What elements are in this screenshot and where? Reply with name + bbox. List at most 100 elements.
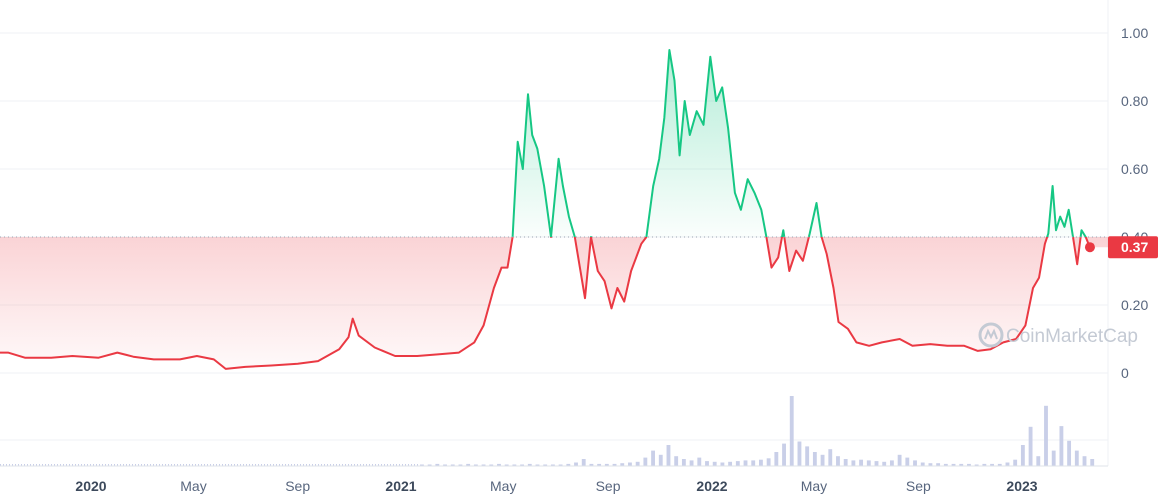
y-tick-label: 0.80 [1121,93,1148,109]
volume-bar [414,464,415,466]
volume-bar [231,464,232,466]
x-tick-label: Sep [906,478,931,494]
volume-bar [63,464,64,466]
volume-bar [604,463,609,466]
volume-bar [189,464,190,466]
volume-bar [348,464,349,466]
volume-bar [712,461,717,466]
volume-bar [282,464,283,466]
volume-bar [27,464,28,466]
volume-bar [3,464,4,466]
volume-bar [33,464,34,466]
volume-bar [204,464,205,466]
volume-bar [1067,440,1072,466]
price-line-up-segment [511,49,1087,237]
volume-bar [294,464,295,466]
volume-bar [666,445,671,466]
volume-bar [225,464,226,466]
current-price-tag [1108,236,1158,259]
volume-bar [249,464,250,466]
volume-bar [620,463,625,466]
volume-bar [78,464,79,466]
volume-bar [797,441,802,466]
volume-bar [291,464,292,466]
volume-bar [1028,426,1033,466]
volume-bar [520,464,525,466]
area-fill [0,50,1108,369]
volume-bar [99,464,100,466]
volume-bar [213,464,214,466]
volume-bar [36,464,37,466]
volume-bar [458,464,463,466]
x-axis: 2020 May Sep 2021 May Sep 2022 May Sep 2023 [75,478,1037,494]
volume-bar [558,464,563,466]
volume-bar [255,464,256,466]
volume-bar [497,463,501,466]
volume-bar [1044,405,1048,466]
volume-bar [105,464,106,466]
volume-bar [728,461,733,466]
volume-bar [535,464,540,466]
volume-bar [126,464,127,466]
volume-bar [363,464,364,466]
volume-bar [312,464,313,466]
volume-bar [504,464,509,466]
volume-bar [30,464,31,466]
area-below-baseline [0,237,1108,369]
volume-bar [6,464,7,466]
volume-bar [928,463,933,466]
volume-bar [836,456,840,466]
volume-bar [216,464,217,466]
volume-bar [207,464,208,466]
volume-bar [843,459,848,466]
volume-bar [1090,459,1095,466]
volume-bar [751,460,756,466]
volume-bar [743,460,748,466]
volume-bar [72,464,73,466]
volume-bar [114,464,115,466]
current-price-marker[interactable]: 0.37 [1084,236,1158,259]
volume-bar [420,464,424,466]
volume-bar [443,464,447,466]
volume-bar [990,463,994,466]
volume-bar [408,464,409,466]
volume-bar [174,464,175,466]
volume-bar [57,464,58,466]
volume-bar [735,461,740,466]
volume-bar [851,460,856,466]
volume-bar [581,459,586,466]
volume-bar [192,464,193,466]
volume-bar [267,464,268,466]
volume-bar [222,464,223,466]
volume-bar [399,464,400,466]
volume-bar [15,464,16,466]
y-tick-label: 0.20 [1121,297,1148,313]
volume-bar [165,464,166,466]
volume-bar [303,464,304,466]
volume-bar [889,460,894,466]
volume-bar [354,464,355,466]
x-tick-label: Sep [285,478,310,494]
y-tick-label: 0 [1121,365,1129,381]
x-tick-label: May [801,478,827,494]
volume-bar [81,464,82,466]
volume-bar [527,463,532,466]
volume-bar [0,464,1,466]
volume-bar [1013,459,1018,466]
y-tick-label: 0.60 [1121,161,1148,177]
volume-bar [866,460,871,466]
volume-bar [141,464,142,466]
volume-bar [309,464,310,466]
volume-bar [805,446,810,466]
volume-bar [820,454,825,466]
volume-bar [186,464,187,466]
volume-bar [159,464,160,466]
volume-bar [195,464,196,466]
volume-bar [597,463,602,466]
volume-bar [689,460,694,466]
volume-bar [279,464,280,466]
volume-bar [330,464,331,466]
volume-bar [658,454,663,466]
volume-bar [628,462,632,466]
